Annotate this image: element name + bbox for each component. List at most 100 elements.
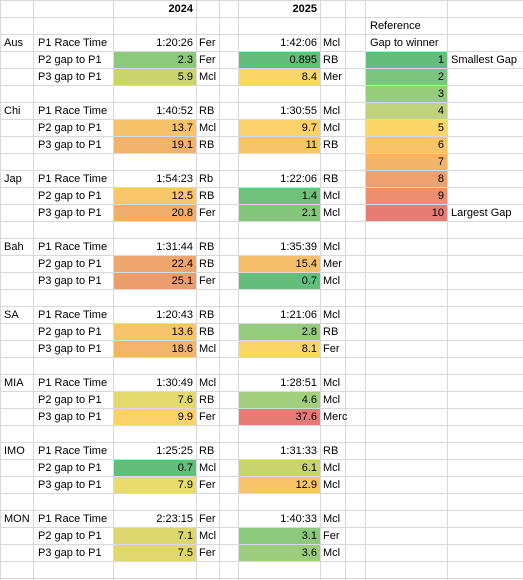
team-2024[interactable]: RB	[199, 241, 215, 253]
value-2024[interactable]: 19.1	[114, 137, 196, 153]
team-2024[interactable]: Fer	[199, 547, 216, 559]
row-label[interactable]: P3 gap to P1	[38, 139, 102, 151]
team-2024[interactable]: Mcl	[199, 377, 217, 389]
reference-scale-note[interactable]: Smallest Gap	[451, 54, 518, 66]
team-2025[interactable]: Mcl	[323, 275, 341, 287]
row-label[interactable]: P1 Race Time	[38, 241, 108, 253]
value-2025[interactable]: 6.1	[239, 460, 320, 476]
team-2025[interactable]: Mer	[323, 258, 342, 270]
value-2024[interactable]: 1:30:49	[156, 377, 193, 389]
race-code[interactable]: MIA	[4, 377, 24, 389]
value-2024[interactable]: 0.7	[114, 460, 196, 476]
value-2025[interactable]: 8.1	[239, 341, 320, 357]
race-code[interactable]: Aus	[4, 37, 23, 49]
team-2025[interactable]: Mcl	[323, 462, 341, 474]
team-2025[interactable]: Merc	[323, 411, 348, 423]
team-2025[interactable]: Fer	[323, 343, 340, 355]
value-2024[interactable]: 9.9	[114, 409, 196, 425]
team-2024[interactable]: Fer	[199, 411, 216, 423]
reference-scale-swatch[interactable]: 9	[366, 188, 447, 204]
team-2025[interactable]: Mcl	[323, 513, 341, 525]
race-code[interactable]: IMO	[4, 445, 25, 457]
value-2024[interactable]: 20.8	[114, 205, 196, 221]
team-2024[interactable]: Mcl	[199, 71, 217, 83]
team-2024[interactable]: Fer	[199, 275, 216, 287]
team-2025[interactable]: Mcl	[323, 241, 341, 253]
row-label[interactable]: P1 Race Time	[38, 513, 108, 525]
team-2024[interactable]: RB	[199, 309, 215, 321]
team-2024[interactable]: Mcl	[199, 122, 217, 134]
value-2025[interactable]: 37.6	[239, 409, 320, 425]
team-2024[interactable]: RB	[199, 190, 215, 202]
value-2024[interactable]: 7.9	[114, 477, 196, 493]
value-2024[interactable]: 1:20:26	[156, 37, 193, 49]
row-label[interactable]: P3 gap to P1	[38, 547, 102, 559]
value-2025[interactable]: 4.6	[239, 392, 320, 408]
row-label[interactable]: P1 Race Time	[38, 445, 108, 457]
team-2025[interactable]: Fer	[323, 530, 340, 542]
reference-scale-swatch[interactable]: 4	[366, 103, 447, 119]
reference-scale-swatch[interactable]: 3	[366, 86, 447, 102]
team-2024[interactable]: Fer	[199, 37, 216, 49]
team-2024[interactable]: Rb	[199, 173, 214, 185]
row-label[interactable]: P3 gap to P1	[38, 207, 102, 219]
value-2025[interactable]: 0.7	[239, 273, 320, 289]
row-label[interactable]: P2 gap to P1	[38, 122, 102, 134]
value-2024[interactable]: 5.9	[114, 69, 196, 85]
row-label[interactable]: P3 gap to P1	[38, 479, 102, 491]
value-2024[interactable]: 2.3	[114, 52, 196, 68]
team-2025[interactable]: RB	[323, 326, 339, 338]
value-2024[interactable]: 1:20:43	[156, 309, 193, 321]
value-2025[interactable]: 1:28:51	[280, 377, 317, 389]
value-2025[interactable]: 1:42:06	[280, 37, 317, 49]
value-2024[interactable]: 13.7	[114, 120, 196, 136]
team-2024[interactable]: Fer	[199, 479, 216, 491]
row-label[interactable]: P1 Race Time	[38, 173, 108, 185]
value-2025[interactable]: 3.1	[239, 528, 320, 544]
row-label[interactable]: P3 gap to P1	[38, 343, 102, 355]
reference-scale-swatch[interactable]: 1	[366, 52, 447, 68]
value-2024[interactable]: 22.4	[114, 256, 196, 272]
race-code[interactable]: MON	[4, 513, 30, 525]
row-label[interactable]: P2 gap to P1	[38, 326, 102, 338]
value-2025[interactable]: 12.9	[239, 477, 320, 493]
value-2024[interactable]: 1:54:23	[156, 173, 193, 185]
value-2024[interactable]: 1:40:52	[156, 105, 193, 117]
value-2024[interactable]: 7.5	[114, 545, 196, 561]
team-2025[interactable]: Mcl	[323, 377, 341, 389]
row-label[interactable]: P3 gap to P1	[38, 71, 102, 83]
reference-scale-swatch[interactable]: 2	[366, 69, 447, 85]
row-label[interactable]: P1 Race Time	[38, 377, 108, 389]
team-2025[interactable]: Mcl	[323, 105, 341, 117]
value-2025[interactable]: 1.4	[239, 188, 320, 204]
row-label[interactable]: P2 gap to P1	[38, 394, 102, 406]
value-2024[interactable]: 12.5	[114, 188, 196, 204]
reference-title[interactable]: Reference	[370, 20, 421, 32]
header-year-2025[interactable]: 2025	[292, 3, 317, 15]
value-2025[interactable]: 1:22:06	[280, 173, 317, 185]
team-2024[interactable]: Fer	[199, 54, 216, 66]
team-2024[interactable]: RB	[199, 445, 215, 457]
reference-scale-note[interactable]: Largest Gap	[451, 207, 512, 219]
race-code[interactable]: Bah	[4, 241, 24, 253]
row-label[interactable]: P1 Race Time	[38, 37, 108, 49]
team-2024[interactable]: RB	[199, 394, 215, 406]
row-label[interactable]: P2 gap to P1	[38, 54, 102, 66]
row-label[interactable]: P1 Race Time	[38, 105, 108, 117]
team-2024[interactable]: Mcl	[199, 462, 217, 474]
team-2024[interactable]: RB	[199, 139, 215, 151]
team-2024[interactable]: RB	[199, 258, 215, 270]
value-2025[interactable]: 15.4	[239, 256, 320, 272]
value-2024[interactable]: 2:23:15	[156, 513, 193, 525]
team-2025[interactable]: Mer	[323, 71, 342, 83]
race-code[interactable]: Chi	[4, 105, 21, 117]
team-2025[interactable]: RB	[323, 139, 339, 151]
value-2025[interactable]: 8.4	[239, 69, 320, 85]
team-2025[interactable]: Mcl	[323, 37, 341, 49]
value-2024[interactable]: 1:25:25	[156, 445, 193, 457]
header-year-2024[interactable]: 2024	[168, 3, 193, 15]
value-2025[interactable]: 1:35:39	[280, 241, 317, 253]
team-2024[interactable]: RB	[199, 326, 215, 338]
value-2025[interactable]: 1:31:33	[280, 445, 317, 457]
value-2024[interactable]: 1:31:44	[156, 241, 193, 253]
